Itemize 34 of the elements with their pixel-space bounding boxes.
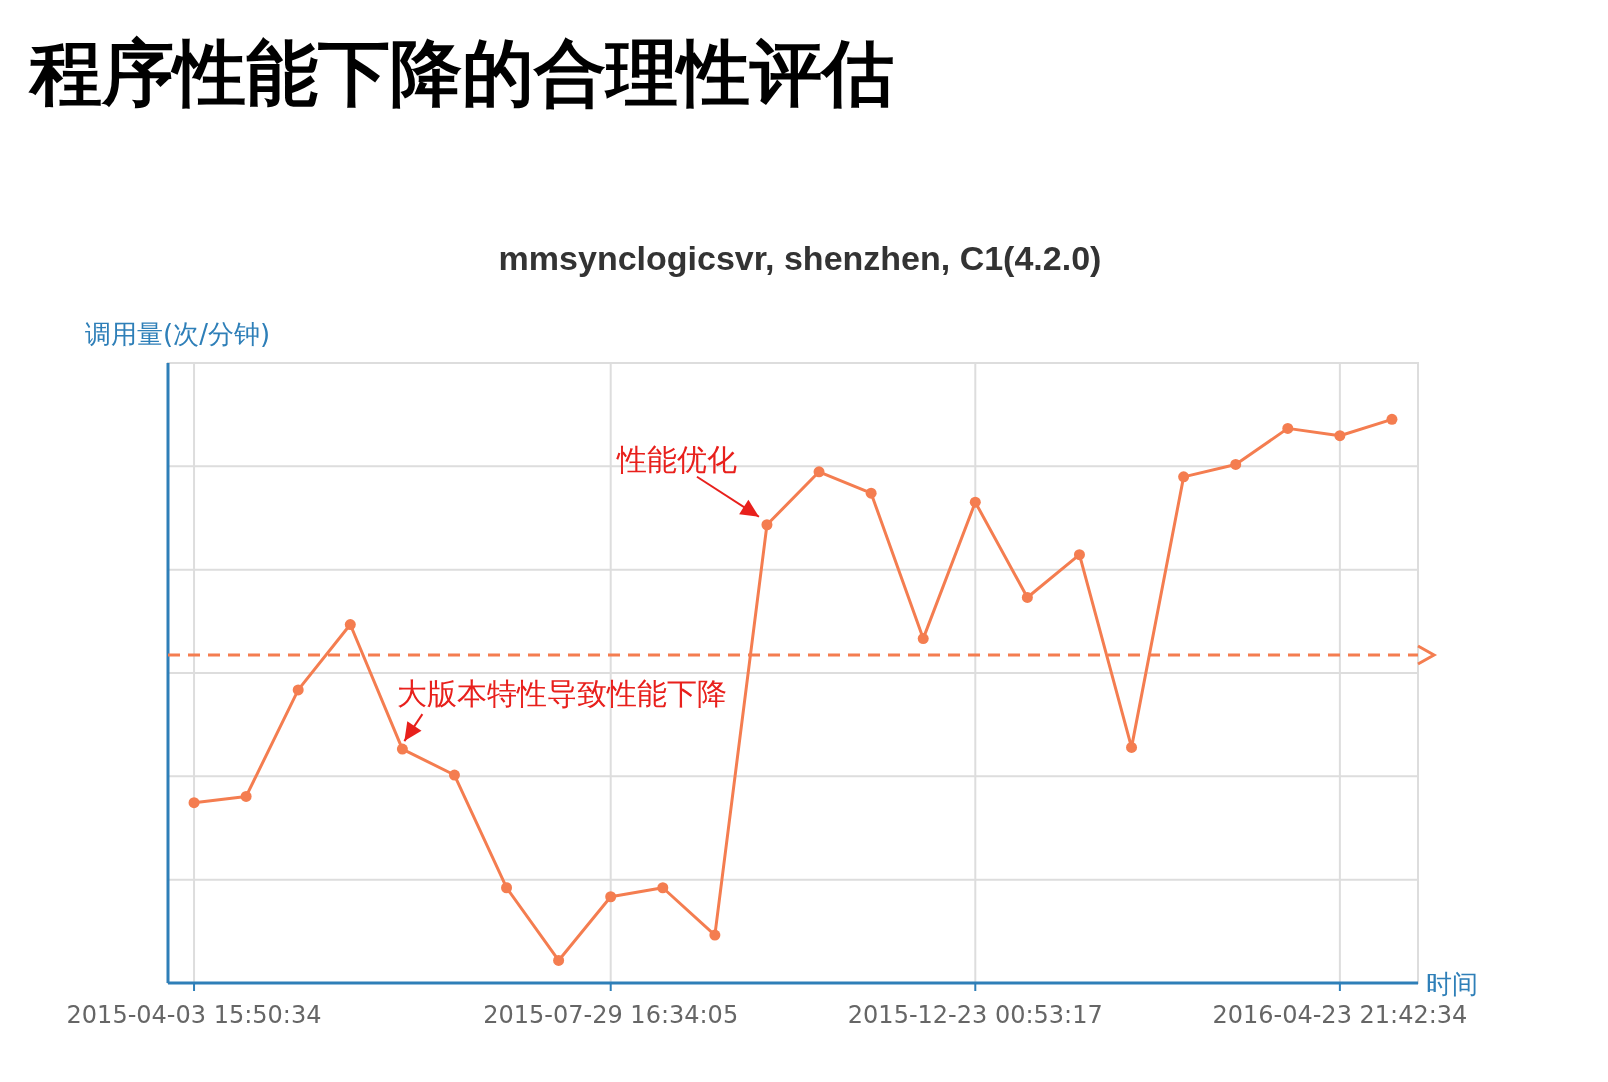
annotation: 性能优化: [615, 441, 737, 477]
annotation: 大版本特性导致性能下降: [397, 676, 728, 712]
point: [709, 929, 721, 941]
point: [240, 790, 252, 802]
point: [1126, 741, 1138, 753]
point: [1282, 422, 1294, 434]
x-tick-label: 2015-04-03 15:50:34: [66, 1001, 322, 1029]
point: [917, 633, 929, 645]
point: [1073, 549, 1085, 561]
x-tick-label: 2015-12-23 00:53:17: [847, 1001, 1103, 1029]
x-tick-label: 2016-04-23 21:42:34: [1212, 1001, 1468, 1029]
point: [865, 487, 877, 499]
point: [396, 743, 408, 755]
point: [344, 619, 356, 631]
chart-title: 程序性能下降的合理性评估: [28, 31, 894, 115]
point: [501, 882, 513, 894]
x-axis-title: 时间: [1426, 969, 1478, 999]
y-axis-title: 调用量(次/分钟): [85, 319, 271, 349]
point: [1021, 591, 1033, 603]
point: [553, 954, 565, 966]
x-tick-label: 2015-07-29 16:34:05: [483, 1001, 739, 1029]
point: [1334, 430, 1346, 442]
point: [1230, 458, 1242, 470]
point: [188, 797, 200, 809]
point: [813, 466, 825, 478]
point: [969, 496, 981, 508]
point: [761, 519, 773, 531]
point: [1178, 471, 1190, 483]
point: [1386, 413, 1398, 425]
chart-subtitle: mmsynclogicsvr, shenzhen, C1(4.2.0): [498, 239, 1102, 277]
point: [605, 891, 617, 903]
point: [448, 769, 460, 781]
point: [292, 684, 304, 696]
point: [657, 882, 669, 894]
